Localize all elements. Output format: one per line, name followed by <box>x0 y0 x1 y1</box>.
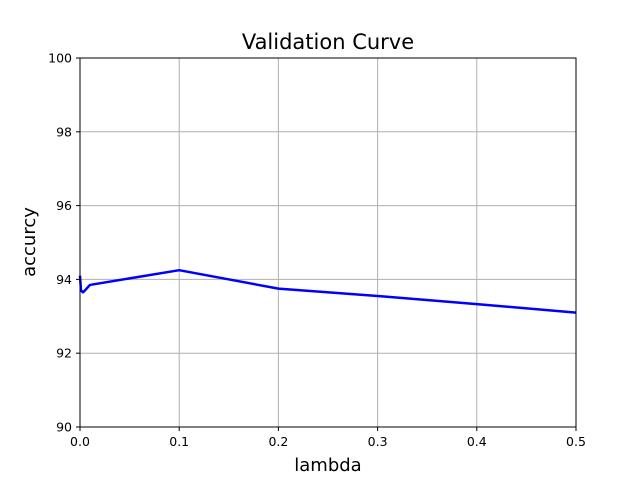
y-tick-label: 98 <box>56 124 72 139</box>
x-tick-label: 0.2 <box>268 434 288 449</box>
y-tick-label: 94 <box>56 272 72 287</box>
series-line-0 <box>78 268 577 314</box>
y-tick-label: 92 <box>56 346 72 361</box>
y-axis-ticks: 90 92 94 96 98 100 <box>48 51 80 435</box>
y-tick-label: 90 <box>56 420 72 435</box>
chart-title: Validation Curve <box>242 30 414 54</box>
y-axis-label: accurcy <box>19 207 40 277</box>
y-tick-label: 100 <box>48 51 72 66</box>
x-tick-label: 0.0 <box>70 434 90 449</box>
x-axis-ticks: 0.0 0.1 0.2 0.3 0.4 0.5 <box>70 427 586 449</box>
y-tick-label: 96 <box>56 198 72 213</box>
x-axis-label: lambda <box>294 455 361 476</box>
plot-frame <box>79 57 577 428</box>
x-tick-label: 0.1 <box>169 434 189 449</box>
series-group <box>78 268 577 314</box>
x-tick-label: 0.3 <box>368 434 388 449</box>
x-tick-label: 0.4 <box>467 434 487 449</box>
x-tick-label: 0.5 <box>566 434 586 449</box>
